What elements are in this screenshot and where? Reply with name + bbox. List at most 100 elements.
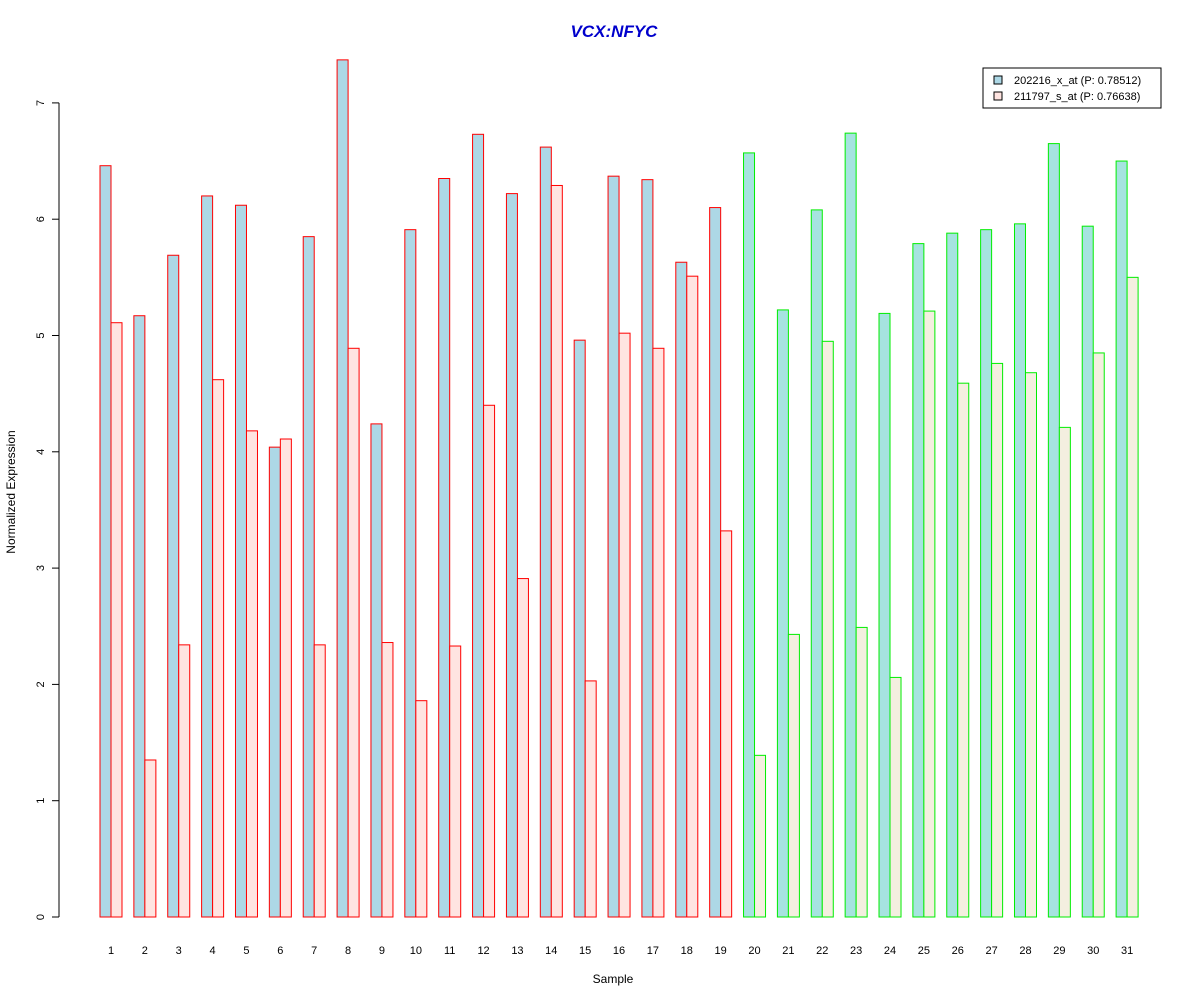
bar-series-2-sample-6 bbox=[279, 438, 292, 918]
bar-series-1-sample-14 bbox=[539, 146, 552, 918]
bar-series-1-sample-6 bbox=[268, 446, 281, 918]
bar-series-1-sample-30 bbox=[1081, 225, 1094, 918]
x-tick-label: 11 bbox=[444, 945, 455, 957]
bar-series-1-sample-1 bbox=[99, 165, 112, 918]
bar-series-1-sample-13 bbox=[505, 193, 518, 918]
y-tick-label: 4 bbox=[35, 449, 47, 455]
bar-series-1-sample-31 bbox=[1115, 160, 1128, 918]
x-tick-label: 10 bbox=[410, 945, 422, 957]
bar-series-2-sample-4 bbox=[212, 379, 225, 918]
bar-series-2-sample-1 bbox=[110, 322, 123, 918]
bar-series-2-sample-23 bbox=[855, 626, 868, 918]
bar-series-1-sample-19 bbox=[709, 207, 722, 918]
legend: 202216_x_at (P: 0.78512) 211797_s_at (P:… bbox=[982, 67, 1162, 109]
bar-series-2-sample-30 bbox=[1092, 352, 1105, 918]
x-tick-label: 22 bbox=[816, 945, 828, 957]
bar-series-2-sample-21 bbox=[787, 633, 800, 918]
y-tick-label: 2 bbox=[35, 681, 47, 687]
bar-series-1-sample-21 bbox=[776, 309, 789, 918]
bar-series-2-sample-10 bbox=[415, 700, 428, 918]
bar-series-2-sample-3 bbox=[178, 644, 191, 918]
x-tick-label: 14 bbox=[545, 945, 557, 957]
x-tick-label: 7 bbox=[311, 945, 317, 957]
bar-series-2-sample-22 bbox=[821, 340, 834, 918]
bar-series-2-sample-24 bbox=[889, 676, 902, 918]
bar-series-2-sample-2 bbox=[144, 759, 157, 918]
bar-series-1-sample-5 bbox=[234, 204, 247, 918]
x-tick-label: 1 bbox=[108, 945, 114, 957]
y-tick-label: 6 bbox=[35, 216, 47, 222]
y-tick-label: 5 bbox=[35, 332, 47, 338]
bar-series-1-sample-12 bbox=[472, 133, 485, 918]
legend-label-series-2: 211797_s_at (P: 0.76638) bbox=[1014, 91, 1140, 103]
bar-series-1-sample-8 bbox=[336, 59, 349, 918]
bar-series-2-sample-25 bbox=[923, 310, 936, 918]
bar-series-1-sample-29 bbox=[1047, 143, 1060, 918]
bar-series-2-sample-18 bbox=[686, 275, 699, 918]
bar-series-1-sample-18 bbox=[675, 261, 688, 918]
legend-swatch-series-1 bbox=[993, 75, 1003, 85]
x-axis-label: Sample bbox=[593, 972, 634, 986]
bar-series-1-sample-27 bbox=[980, 229, 993, 918]
x-tick-label: 3 bbox=[176, 945, 182, 957]
x-tick-label: 13 bbox=[511, 945, 523, 957]
legend-swatch-series-2 bbox=[993, 91, 1003, 101]
y-tick-label: 7 bbox=[35, 100, 47, 106]
bar-series-1-sample-20 bbox=[743, 152, 756, 918]
x-tick-label: 15 bbox=[579, 945, 591, 957]
x-tick-label: 29 bbox=[1053, 945, 1065, 957]
legend-label-series-1: 202216_x_at (P: 0.78512) bbox=[1014, 75, 1141, 87]
bar-series-2-sample-15 bbox=[584, 680, 597, 918]
x-tick-label: 25 bbox=[918, 945, 930, 957]
chart-title: VCX:NFYC bbox=[571, 22, 659, 41]
x-tick-label: 12 bbox=[477, 945, 489, 957]
x-tick-label: 26 bbox=[952, 945, 964, 957]
bar-series-2-sample-20 bbox=[754, 754, 767, 918]
x-tick-label: 24 bbox=[884, 945, 896, 957]
x-tick-label: 9 bbox=[379, 945, 385, 957]
y-axis: 0 1 2 3 4 5 6 7 bbox=[35, 100, 60, 920]
bar-series-1-sample-4 bbox=[201, 195, 214, 918]
bar-series-1-sample-26 bbox=[946, 232, 959, 918]
bar-series-1-sample-25 bbox=[912, 243, 925, 918]
bar-series-2-sample-14 bbox=[550, 184, 563, 918]
bar-series-1-sample-17 bbox=[641, 179, 654, 918]
bar-series-1-sample-28 bbox=[1013, 223, 1026, 918]
x-tick-label: 28 bbox=[1019, 945, 1031, 957]
bar-series-2-sample-11 bbox=[449, 645, 462, 918]
bar-series-2-sample-16 bbox=[618, 332, 631, 918]
bars bbox=[99, 59, 1139, 918]
y-tick-label: 3 bbox=[35, 565, 47, 571]
bar-series-2-sample-26 bbox=[957, 382, 970, 918]
x-tick-label: 2 bbox=[142, 945, 148, 957]
x-tick-label: 23 bbox=[850, 945, 862, 957]
x-tick-label: 4 bbox=[210, 945, 216, 957]
bar-series-1-sample-23 bbox=[844, 132, 857, 918]
bar-series-1-sample-3 bbox=[167, 254, 180, 918]
x-tick-label: 27 bbox=[985, 945, 997, 957]
y-axis-label: Normalized Expression bbox=[4, 430, 18, 553]
bar-series-2-sample-19 bbox=[720, 530, 733, 918]
x-tick-label: 18 bbox=[681, 945, 693, 957]
x-tick-label: 17 bbox=[647, 945, 659, 957]
bar-series-1-sample-15 bbox=[573, 339, 586, 918]
x-axis-ticks: 1 2 3 4 5 6 7 8 9 10 11 12 13 14 15 16 17 18 19 20 21 22 23 24 2… bbox=[108, 945, 1133, 957]
bar-series-2-sample-31 bbox=[1126, 276, 1139, 918]
bar-series-1-sample-22 bbox=[810, 209, 823, 918]
y-tick-label: 1 bbox=[35, 798, 47, 804]
bar-series-2-sample-13 bbox=[516, 578, 529, 918]
y-tick-label: 0 bbox=[35, 914, 47, 920]
x-tick-label: 16 bbox=[613, 945, 625, 957]
bar-series-1-sample-16 bbox=[607, 175, 620, 918]
bar-series-2-sample-5 bbox=[245, 430, 258, 918]
bar-series-2-sample-27 bbox=[991, 362, 1004, 918]
x-tick-label: 5 bbox=[243, 945, 249, 957]
x-tick-label: 31 bbox=[1121, 945, 1133, 957]
x-tick-label: 8 bbox=[345, 945, 351, 957]
bar-series-2-sample-12 bbox=[483, 404, 496, 918]
bar-series-2-sample-7 bbox=[313, 644, 326, 918]
bar-series-1-sample-24 bbox=[878, 312, 891, 918]
bar-series-2-sample-28 bbox=[1024, 372, 1037, 918]
x-tick-label: 20 bbox=[748, 945, 760, 957]
